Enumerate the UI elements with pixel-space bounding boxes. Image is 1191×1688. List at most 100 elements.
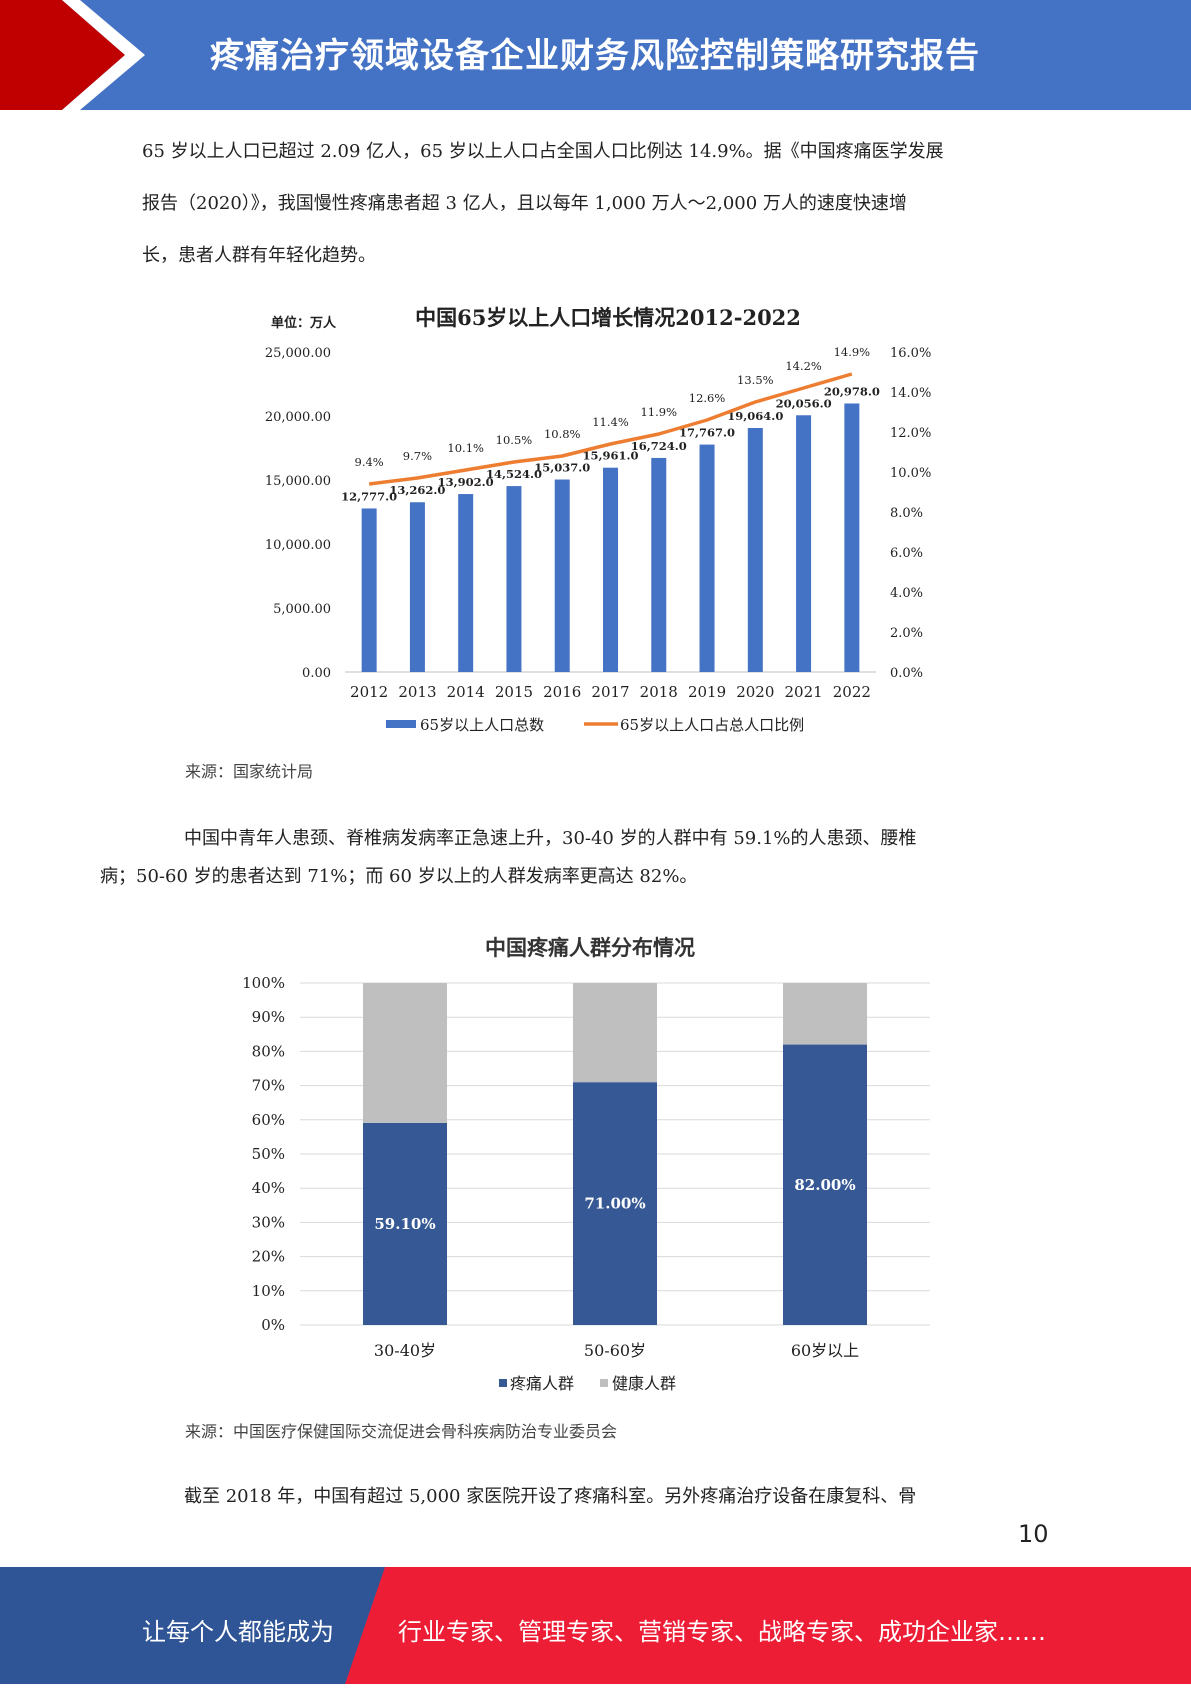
chart1-right-tick: 8.0% <box>890 506 923 521</box>
chart1-bar <box>409 502 425 672</box>
paragraph-1: 65 岁以上人口已超过 2.09 亿人，65 岁以上人口占全国人口比例达 14.… <box>142 126 1047 282</box>
chart1-right-tick: 6.0% <box>890 546 923 561</box>
paragraph-line: 病；50-60 岁的患者达到 71%；而 60 岁以上的人群发病率更高达 82%… <box>100 866 698 887</box>
chart2-legend-healthy-label: 健康人群 <box>612 1374 676 1393</box>
footer-slogan-left: 让每个人都能成为 <box>142 1618 334 1646</box>
paragraph-line: 中国中青年人患颈、脊椎病发病率正急速上升，30-40 岁的人群中有 59.1%的… <box>184 828 917 849</box>
chart1-x-tick: 2012 <box>350 683 388 701</box>
chart1-bar-label: 13,262.0 <box>389 483 445 497</box>
chart1-bar-label: 12,777.0 <box>341 489 397 503</box>
chart1-bar-label: 13,902.0 <box>438 475 494 489</box>
chart1-bar <box>458 494 474 672</box>
chart2-y-tick: 0% <box>261 1316 285 1334</box>
chart1-line-label: 14.9% <box>834 345 871 359</box>
chart1-bar <box>796 415 812 672</box>
chart1-x-tick: 2019 <box>688 683 726 701</box>
chart1-bar <box>844 403 860 672</box>
chart1-x-tick: 2015 <box>495 683 533 701</box>
paragraph-line: 报告（2020）》，我国慢性疼痛患者超 3 亿人，且以每年 1,000 万人～2… <box>142 193 907 214</box>
chart1-right-tick: 0.0% <box>890 666 923 681</box>
chart1-bar-label: 15,037.0 <box>534 461 590 475</box>
chart1-right-tick: 12.0% <box>890 426 931 441</box>
chart1-right-tick: 14.0% <box>890 386 931 401</box>
chart1-bar-label: 15,961.0 <box>582 449 638 463</box>
chart1-line-label: 12.6% <box>689 391 726 405</box>
chart1-bar <box>506 486 522 672</box>
chart2-legend-pain-label: 疼痛人群 <box>510 1374 574 1393</box>
chart1-bar <box>747 427 763 672</box>
chart1-x-tick: 2022 <box>833 683 871 701</box>
chart2-bar-pain <box>783 1044 867 1325</box>
chart1-bar <box>361 508 377 672</box>
chart1-line-label: 10.1% <box>447 441 484 455</box>
chart2-title: 中国疼痛人群分布情况 <box>485 935 695 960</box>
chart1-right-tick: 2.0% <box>890 626 923 641</box>
chart1-x-tick: 2017 <box>591 683 629 701</box>
page-footer <box>0 1567 1191 1684</box>
chart1-x-tick: 2020 <box>736 683 774 701</box>
chart2-y-tick: 100% <box>242 974 285 992</box>
chart2-legend-healthy-swatch <box>600 1379 608 1387</box>
chart1-x-tick: 2018 <box>640 683 678 701</box>
chart1-line-label: 14.2% <box>785 359 822 373</box>
chart2-bar-label: 82.00% <box>794 1176 855 1194</box>
chart1-left-tick: 5,000.00 <box>273 602 331 617</box>
paragraph-line: 65 岁以上人口已超过 2.09 亿人，65 岁以上人口占全国人口比例达 14.… <box>142 141 944 162</box>
chart1-line-label: 9.4% <box>355 455 384 469</box>
chart1-line-label: 10.5% <box>496 433 533 447</box>
chart2-y-tick: 30% <box>252 1213 285 1231</box>
chart2-bar-healthy <box>783 983 867 1045</box>
chart2-source: 来源：中国医疗保健国际交流促进会骨科疾病防治专业委员会 <box>185 1422 618 1441</box>
chart2-bar-healthy <box>573 983 657 1083</box>
chart1-bar-label: 20,978.0 <box>824 384 880 398</box>
chart2-bar-healthy <box>363 983 447 1123</box>
chart1-line-label: 13.5% <box>737 373 774 387</box>
chart1-bar <box>699 444 715 672</box>
chart2-y-tick: 50% <box>252 1145 285 1163</box>
document-title: 疼痛治疗领域设备企业财务风险控制策略研究报告 <box>210 36 980 76</box>
chart1-line-label: 11.9% <box>640 405 677 419</box>
chart2-y-tick: 40% <box>252 1179 285 1197</box>
chart1-right-tick: 10.0% <box>890 466 931 481</box>
paragraph-2: 中国中青年人患颈、脊椎病发病率正急速上升，30-40 岁的人群中有 59.1%的… <box>100 820 1047 896</box>
chart1-bar-label: 16,724.0 <box>631 439 687 453</box>
chart1-bar <box>651 457 667 672</box>
paragraph-line: 截至 2018 年，中国有超过 5,000 家医院开设了疼痛科室。另外疼痛治疗设… <box>184 1486 917 1507</box>
chart2-bar-label: 59.10% <box>374 1215 435 1233</box>
chart1-bar-label: 20,056.0 <box>776 396 832 410</box>
chart1-legend-bar-label: 65岁以上人口总数 <box>420 716 544 734</box>
chart1-x-tick: 2021 <box>784 683 822 701</box>
chart1-source: 来源：国家统计局 <box>185 762 314 781</box>
chart2-y-tick: 80% <box>252 1042 285 1060</box>
chart2-y-tick: 60% <box>252 1111 285 1129</box>
chart2-bar-pain <box>363 1122 447 1325</box>
chart2-bar-label: 71.00% <box>584 1195 645 1213</box>
chart1-line-label: 10.8% <box>544 427 581 441</box>
chart1-left-tick: 10,000.00 <box>265 538 331 553</box>
chart1-bar-label: 19,064.0 <box>727 409 783 423</box>
chart2-x-tick: 50-60岁 <box>584 1341 646 1360</box>
chart1-bar <box>603 467 618 672</box>
chart1-left-tick: 25,000.00 <box>265 346 331 361</box>
chart1-bar <box>554 479 570 672</box>
chart1-legend-bar-swatch <box>386 720 416 728</box>
chart1-x-tick: 2016 <box>543 683 581 701</box>
chart2-x-tick: 60岁以上 <box>791 1341 859 1360</box>
chart1-unit-label: 单位：万人 <box>271 315 337 331</box>
footer-slogan-right: 行业专家、管理专家、营销专家、战略专家、成功企业家…… <box>398 1618 1046 1646</box>
page-header: 疼痛治疗领域设备企业财务风险控制策略研究报告 <box>0 0 1191 110</box>
chart1-line-label: 9.7% <box>403 449 432 463</box>
paragraph-line: 长，患者人群有年轻化趋势。 <box>142 245 376 266</box>
chart1-bar-label: 14,524.0 <box>486 467 542 481</box>
header-banner <box>0 0 1191 110</box>
chart1-left-tick: 15,000.00 <box>265 474 331 489</box>
footer-banner <box>0 1567 1191 1684</box>
chart2-y-tick: 10% <box>252 1282 285 1300</box>
chart1-right-tick: 16.0% <box>890 346 931 361</box>
chart1-x-tick: 2013 <box>398 683 436 701</box>
chart1-x-tick: 2014 <box>447 683 485 701</box>
paragraph-3: 截至 2018 年，中国有超过 5,000 家医院开设了疼痛科室。另外疼痛治疗设… <box>142 1478 1047 1516</box>
chart1-left-tick: 0.00 <box>302 666 331 681</box>
chart1-ratio-line <box>368 372 853 486</box>
chart1-title: 中国65岁以上人口增长情况2012-2022 <box>415 305 801 330</box>
